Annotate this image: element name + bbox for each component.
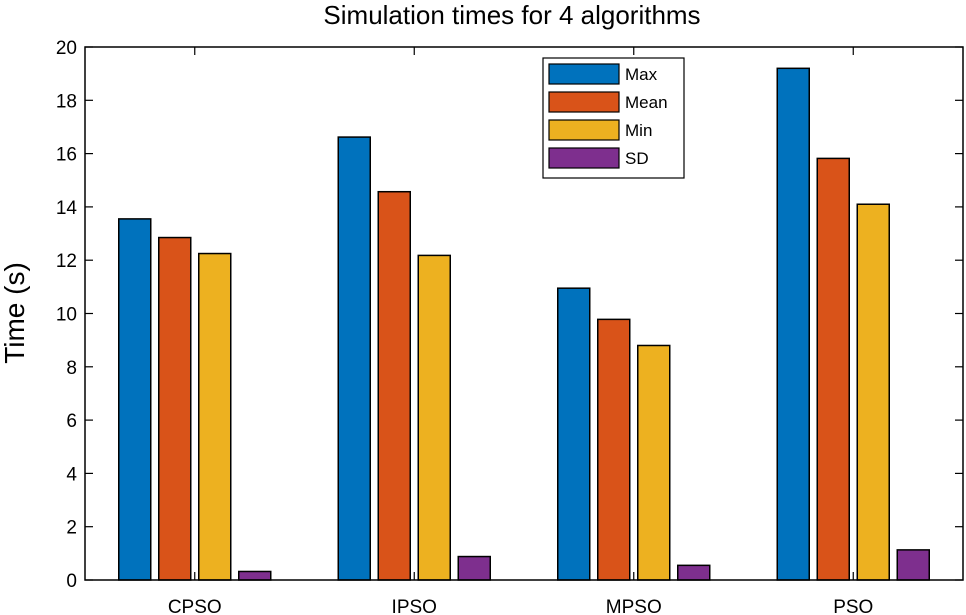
bar-cpso-min <box>198 252 232 581</box>
plot-frame <box>84 46 964 581</box>
legend-label-min: Min <box>625 121 652 140</box>
legend-swatch-min <box>548 119 620 141</box>
x-tick-label-ipso: IPSO <box>392 597 437 615</box>
x-tick-label-cpso: CPSO <box>168 597 222 615</box>
plot-area: 0 2 4 6 8 10 12 14 16 18 20 CPSO IPSO MPSO PSO <box>56 38 963 615</box>
y-tick-label-2: 2 <box>66 518 77 539</box>
bar-mpso-max <box>557 287 591 581</box>
legend: Max Mean Min SD <box>542 57 685 179</box>
y-axis-label: Time (s) <box>0 262 30 364</box>
bar-ipso-min <box>417 254 451 581</box>
bar-pso-min <box>856 203 890 581</box>
legend-swatch-max <box>548 63 620 85</box>
x-tick-label-pso: PSO <box>833 597 873 615</box>
y-tick-label-4: 4 <box>66 464 77 485</box>
bar-cpso-max <box>118 218 152 581</box>
legend-label-mean: Mean <box>625 93 668 112</box>
legend-swatch-sd <box>548 147 620 169</box>
y-tick-label-14: 14 <box>56 198 78 219</box>
bar-mpso-sd <box>677 564 711 581</box>
y-tick-label-0: 0 <box>66 571 77 592</box>
bar-pso-sd <box>896 549 930 581</box>
chart-title: Simulation times for 4 algorithms <box>323 0 700 30</box>
y-tick-label-18: 18 <box>56 91 77 112</box>
y-tick-label-16: 16 <box>56 145 77 166</box>
legend-label-sd: SD <box>625 149 649 168</box>
bar-cpso-mean <box>158 236 192 581</box>
y-tick-label-8: 8 <box>66 358 77 379</box>
bar-ipso-max <box>337 136 371 581</box>
bar-cpso-sd <box>238 570 272 581</box>
legend-label-max: Max <box>625 65 658 84</box>
bar-pso-mean <box>816 157 850 581</box>
bar-mpso-min <box>637 344 671 581</box>
legend-swatch-mean <box>548 91 620 113</box>
y-tick-label-12: 12 <box>56 251 77 272</box>
y-tick-label-10: 10 <box>56 305 77 326</box>
x-tick-label-mpso: MPSO <box>606 597 662 615</box>
y-tick-label-6: 6 <box>66 411 77 432</box>
y-tick-label-20: 20 <box>56 38 77 59</box>
bar-ipso-sd <box>457 555 491 581</box>
bar-ipso-mean <box>377 190 411 581</box>
bar-mpso-mean <box>597 318 631 581</box>
bar-pso-max <box>776 67 810 581</box>
